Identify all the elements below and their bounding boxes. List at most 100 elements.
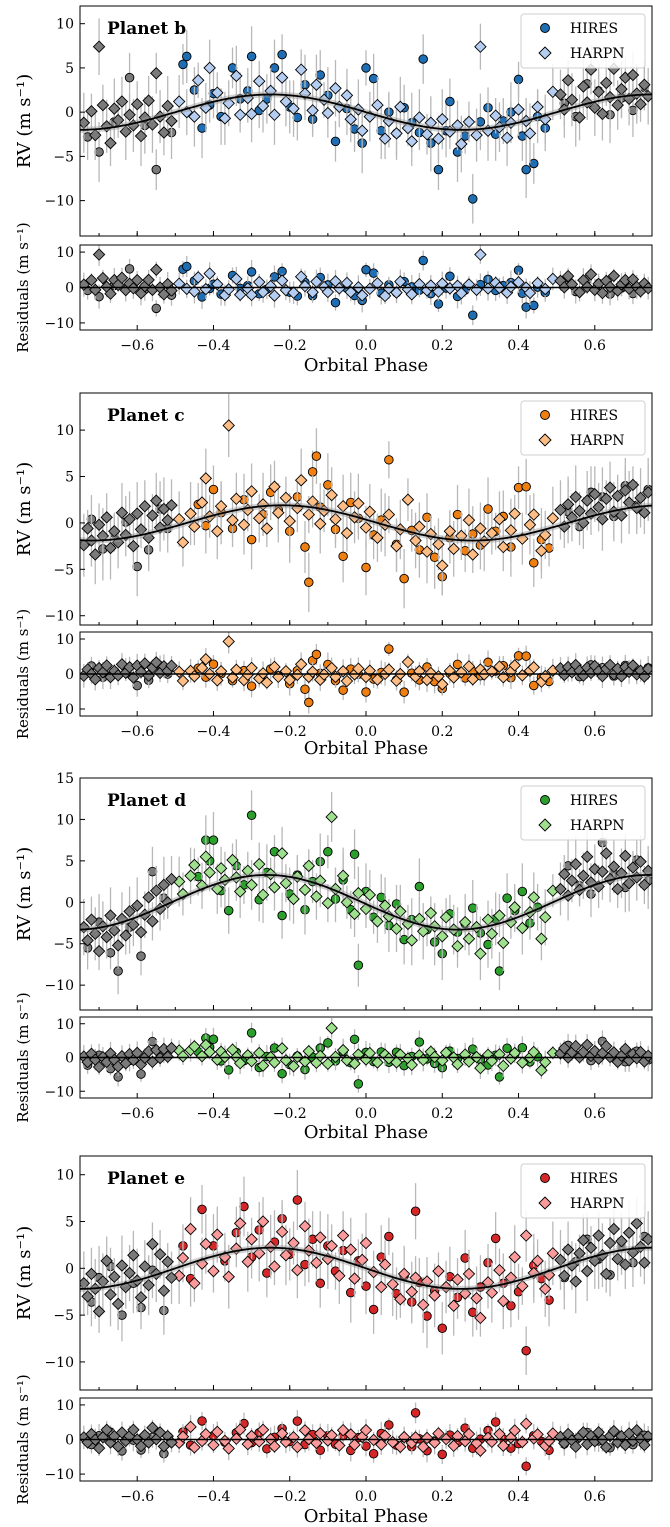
residual-y-tick-label: 10 xyxy=(56,1398,74,1414)
panel-title: Planet b xyxy=(107,19,186,39)
harpn-diamond-point xyxy=(241,1255,255,1269)
residual-harpn-diamond-point xyxy=(211,674,224,687)
hires-circle-point xyxy=(452,509,463,520)
wrapped-diamond-point xyxy=(592,500,605,514)
residual-wrapped-diamond-point xyxy=(138,657,152,670)
harpn-diamond-point xyxy=(504,524,518,537)
residual-hires-circle-point xyxy=(323,1038,333,1048)
harpn-diamond-point xyxy=(172,95,186,108)
wrapped-diamond-point xyxy=(130,97,144,111)
wrapped-diamond-point xyxy=(92,40,106,53)
x-tick-label: −0.2 xyxy=(273,1489,307,1505)
harpn-diamond-point xyxy=(390,922,403,936)
residual-harpn-diamond-point xyxy=(420,1431,434,1445)
harpn-diamond-point xyxy=(546,1247,560,1260)
y-tick-label: 10 xyxy=(56,423,74,439)
wrapped-diamond-point xyxy=(161,1255,174,1269)
residual-harpn-diamond-point xyxy=(333,282,346,295)
wrapped-diamond-point xyxy=(573,504,586,518)
harpn-diamond-point xyxy=(272,506,285,519)
x-axis-label: Orbital Phase xyxy=(304,738,428,759)
residual-wrapped-diamond-point xyxy=(111,1440,125,1453)
wrapped-diamond-point xyxy=(634,491,647,505)
harpn-diamond-point xyxy=(508,507,521,520)
residual-harpn-diamond-point xyxy=(264,279,277,293)
residual-wrapped-diamond-point xyxy=(104,287,117,300)
wrapped-circle-point xyxy=(151,164,162,175)
rv-plot-area xyxy=(80,790,652,995)
harpn-diamond-point xyxy=(500,131,514,145)
y-tick-label: −10 xyxy=(44,609,74,625)
wrapped-diamond-point xyxy=(134,925,148,939)
wrapped-diamond-point xyxy=(596,107,609,121)
wrapped-diamond-point xyxy=(619,849,632,863)
panel-planet-c: −0.6 −0.4 −0.2 0.0 0.2 0.4 0.6 −10 −5 0 5 10 −10 0 10 R… xyxy=(14,392,653,759)
wrapped-diamond-point xyxy=(100,511,113,524)
residual-harpn-diamond-point xyxy=(523,286,537,300)
wrapped-diamond-point xyxy=(630,1217,643,1230)
residual-hires-circle-point xyxy=(384,644,394,654)
residual-hires-circle-point xyxy=(368,268,379,278)
harpn-diamond-point xyxy=(317,93,331,107)
y-tick-label: 5 xyxy=(65,61,74,77)
residual-harpn-diamond-point xyxy=(497,1439,510,1452)
wrapped-diamond-point xyxy=(626,861,640,874)
residual-wrapped-diamond-point xyxy=(638,1438,651,1452)
hires-circle-point xyxy=(399,573,409,584)
hires-circle-point xyxy=(506,1301,516,1311)
residual-harpn-diamond-point xyxy=(424,666,438,680)
residual-wrapped-diamond-point xyxy=(607,269,621,283)
harpn-diamond-point xyxy=(485,526,499,540)
residual-harpn-diamond-point xyxy=(260,676,274,689)
hires-circle-point xyxy=(292,112,303,123)
wrapped-diamond-point xyxy=(600,492,613,506)
wrapped-diamond-point xyxy=(584,1241,598,1254)
residual-y-tick-label: −10 xyxy=(44,1084,74,1100)
residual-hires-circle-point xyxy=(384,1420,394,1430)
harpn-diamond-point xyxy=(493,909,506,922)
x-tick-label: −0.4 xyxy=(196,724,230,740)
residual-hires-circle-point xyxy=(361,1441,371,1451)
wrapped-diamond-point xyxy=(588,487,602,501)
harpn-diamond-point xyxy=(443,525,457,538)
residual-harpn-diamond-point xyxy=(340,276,354,290)
hires-circle-point xyxy=(361,63,371,73)
x-axis-label: Orbital Phase xyxy=(304,355,428,376)
residual-hires-circle-point xyxy=(311,649,322,660)
x-tick-label: −0.4 xyxy=(196,1489,230,1505)
wrapped-circle-point xyxy=(132,561,142,572)
x-axis-label: Orbital Phase xyxy=(304,1506,428,1527)
harpn-diamond-point xyxy=(535,932,548,945)
residual-harpn-diamond-point xyxy=(474,248,487,261)
harpn-diamond-point xyxy=(462,115,476,129)
harpn-diamond-point xyxy=(195,496,209,509)
hires-circle-point xyxy=(468,903,478,913)
residual-hires-circle-point xyxy=(368,1449,379,1459)
wrapped-diamond-point xyxy=(138,1260,152,1273)
wrapped-diamond-point xyxy=(89,927,102,941)
residual-harpn-diamond-point xyxy=(191,271,205,284)
residual-harpn-diamond-point xyxy=(424,279,438,292)
wrapped-diamond-point xyxy=(634,855,647,868)
harpn-diamond-point xyxy=(485,1286,499,1299)
wrapped-diamond-point xyxy=(108,102,121,115)
residual-harpn-diamond-point xyxy=(268,1440,281,1453)
harpn-diamond-point xyxy=(359,902,373,916)
harpn-diamond-point xyxy=(233,885,247,898)
harpn-diamond-point xyxy=(314,874,327,887)
x-tick-label: 0.2 xyxy=(431,338,453,354)
wrapped-diamond-point xyxy=(600,76,613,90)
wrapped-diamond-point xyxy=(146,915,159,928)
residual-hires-circle-point xyxy=(399,687,409,697)
residual-harpn-diamond-point xyxy=(199,653,213,666)
wrapped-diamond-point xyxy=(611,882,624,896)
y-tick-label: −10 xyxy=(44,194,74,210)
x-tick-label: −0.2 xyxy=(273,338,307,354)
wrapped-diamond-point xyxy=(130,899,144,912)
y-axis-label: RV (m s⁻¹) xyxy=(14,1226,35,1320)
residual-harpn-diamond-point xyxy=(172,277,186,290)
residual-harpn-diamond-point xyxy=(428,1436,441,1449)
wrapped-diamond-point xyxy=(104,541,117,555)
hires-circle-point xyxy=(323,480,333,490)
residual-hires-circle-point xyxy=(349,1034,360,1045)
